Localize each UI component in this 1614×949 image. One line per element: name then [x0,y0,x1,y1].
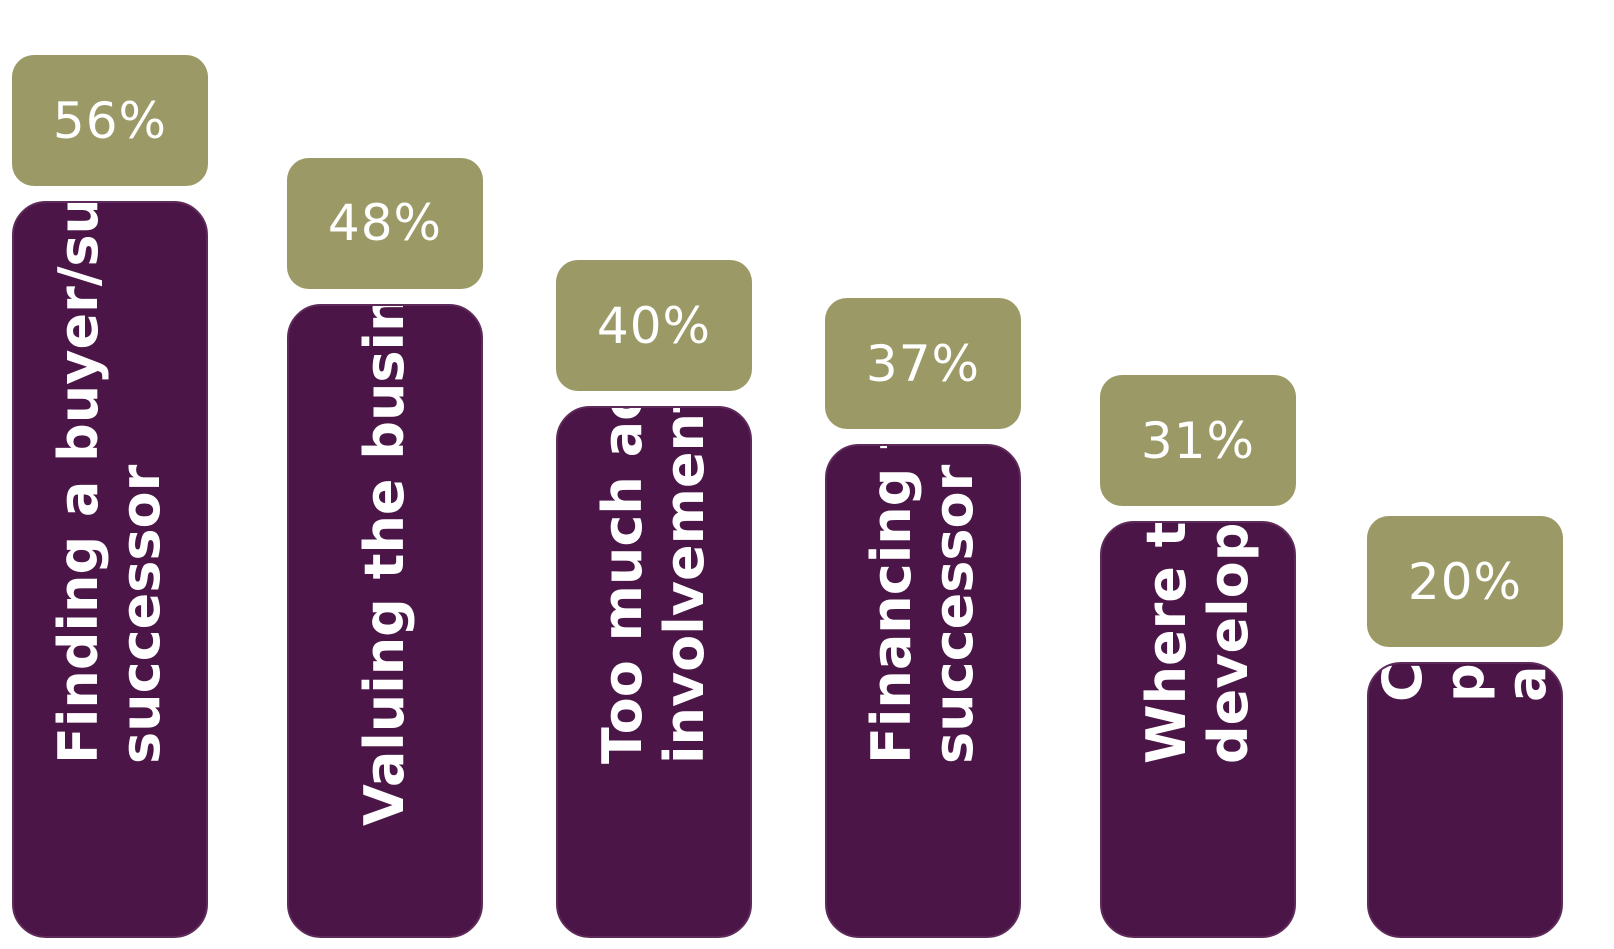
category-label-line: Cost effective [1371,664,1434,702]
category-label-line: Too much active [591,406,654,764]
bar: Finding a buyer/suitable successor [12,201,208,938]
category-label-line: professional [1433,664,1496,702]
value-badge: 37% [825,298,1021,430]
category-label: Too much active involvement [591,406,716,764]
category-label-line: successor [109,464,172,764]
category-label-line: developing a plan [1197,523,1260,764]
bar: Financing the successor [825,444,1021,938]
category-label-line: Where to start [1135,521,1198,764]
category-label-line: successor [922,464,985,764]
category-label: Valuing the business [353,303,416,826]
category-label-line: Finding a buyer/suitable [47,201,110,764]
category-label: Finding a buyer/suitable successor [47,201,172,764]
value-badge: 31% [1100,375,1296,507]
bar: Cost effectiveprofessionaladvice [1367,662,1563,938]
bar: Valuing the business [287,303,483,938]
category-label: Cost effectiveprofessionaladvice [1371,664,1558,702]
bar: Too much active involvement [556,406,752,938]
category-label: Where to startdeveloping a plan [1135,521,1260,764]
category-label-line: Financing the [860,444,923,764]
value-badge: 20% [1367,516,1563,647]
category-label-line: Valuing the business [353,303,416,826]
category-label-line: advice [1495,664,1558,702]
category-label-line: involvement [653,406,716,764]
value-badge: 56% [12,55,208,187]
value-badge: 40% [556,260,752,391]
category-label: Financing the successor [860,444,985,764]
bar: Where to startdeveloping a plan [1100,521,1296,938]
value-badge: 48% [287,157,483,289]
